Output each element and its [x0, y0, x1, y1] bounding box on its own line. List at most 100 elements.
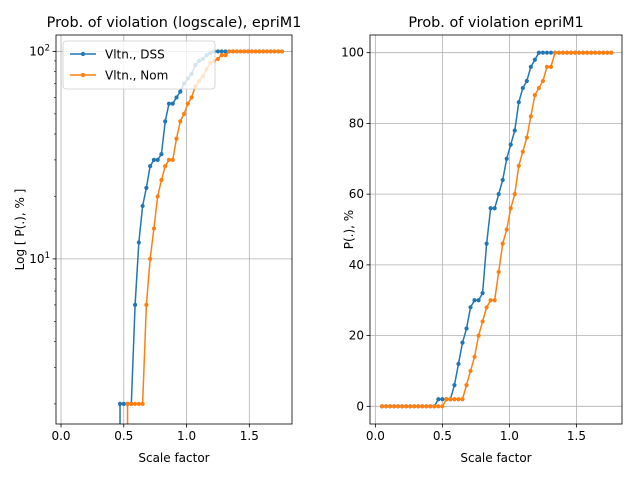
data-point — [540, 78, 546, 84]
data-point — [420, 404, 425, 409]
x-tick-label: 1.0 — [500, 429, 519, 443]
y-tick-label: 101 — [29, 251, 50, 266]
legend-box — [62, 40, 216, 90]
data-point — [585, 50, 590, 55]
data-point — [609, 50, 614, 55]
data-point — [279, 49, 285, 54]
x-tick-label: 1.5 — [567, 429, 586, 443]
y-axis-label: P(.), % — [342, 210, 356, 249]
data-point — [404, 404, 409, 409]
data-point — [492, 206, 497, 211]
data-point — [460, 340, 465, 345]
data-point — [484, 305, 489, 310]
series-nom — [125, 49, 285, 424]
data-point — [227, 49, 232, 54]
legend-entry-label: Vltn., Nom — [105, 69, 168, 83]
data-point — [480, 291, 485, 296]
data-point — [528, 64, 533, 69]
data-point — [178, 119, 183, 124]
data-point — [253, 49, 258, 54]
data-point — [148, 256, 153, 261]
x-tick-label: 0.0 — [366, 429, 385, 443]
data-point — [379, 404, 385, 409]
x-axis-label: Scale factor — [460, 451, 531, 465]
data-point — [488, 206, 493, 211]
series-line — [119, 50, 282, 424]
data-point — [132, 401, 138, 406]
data-point — [516, 100, 521, 105]
data-point — [163, 119, 168, 124]
data-point — [189, 95, 194, 100]
data-point — [496, 269, 501, 275]
data-point — [476, 298, 481, 303]
x-tick-label: 1.0 — [177, 429, 196, 443]
data-point — [219, 49, 224, 54]
data-point — [520, 85, 525, 91]
chart-title: Prob. of violation epriM1 — [408, 15, 583, 31]
data-point — [464, 326, 469, 331]
data-point — [540, 50, 546, 55]
y-tick-label: 0 — [356, 399, 364, 413]
y-tick-label: 100 — [341, 46, 364, 60]
data-point — [500, 177, 505, 183]
data-point — [181, 111, 187, 116]
chart-panel-linear: 0.0 0.5 1.0 1.5 0 20 40 60 80 100 Prob. of violati… — [341, 15, 623, 465]
data-point — [508, 142, 513, 147]
data-point — [136, 401, 141, 406]
data-point — [400, 404, 405, 409]
data-point — [524, 78, 529, 84]
data-point — [163, 164, 168, 169]
data-point — [504, 156, 509, 161]
data-point — [512, 128, 517, 133]
data-point — [159, 177, 164, 183]
legend-entry-label: Vltn., DSS — [105, 48, 165, 62]
data-point — [432, 404, 437, 409]
data-point — [480, 319, 485, 324]
data-point — [185, 101, 190, 106]
data-point — [504, 227, 509, 232]
x-tick-label: 0.5 — [114, 429, 133, 443]
legend: Vltn., DSS Vltn., Nom — [62, 40, 216, 90]
data-point — [238, 49, 243, 54]
data-point — [396, 404, 401, 409]
data-point — [536, 50, 541, 55]
data-point — [532, 57, 537, 62]
y-axis-label: Log [ P(.), % ] — [13, 189, 27, 271]
data-point — [605, 50, 610, 55]
data-point — [151, 157, 157, 162]
data-point — [468, 368, 473, 374]
data-point — [440, 404, 445, 409]
data-point — [536, 85, 541, 91]
data-point — [155, 157, 160, 162]
data-point — [448, 397, 453, 402]
data-point — [601, 50, 606, 55]
data-point — [272, 49, 277, 54]
series-line — [382, 51, 612, 408]
data-point — [383, 404, 389, 409]
data-point — [178, 89, 183, 94]
data-point — [456, 397, 461, 402]
data-point — [129, 401, 134, 406]
x-tick-label: 0.0 — [51, 429, 70, 443]
axes-frame — [55, 34, 293, 425]
data-point — [436, 404, 441, 409]
series-dss — [379, 50, 614, 409]
data-point — [484, 241, 489, 246]
data-point — [436, 397, 441, 402]
data-point — [215, 49, 221, 54]
data-point — [166, 157, 172, 162]
series-line — [382, 51, 612, 408]
data-point — [593, 50, 598, 55]
data-point — [572, 50, 578, 55]
x-tick-label: 0.5 — [433, 429, 452, 443]
data-point — [151, 226, 157, 231]
data-point — [121, 401, 126, 406]
data-point — [268, 49, 273, 54]
data-point — [589, 50, 594, 55]
y-tick-label: 102 — [29, 43, 50, 58]
data-point — [492, 298, 497, 303]
data-point — [524, 135, 529, 140]
y-tick-label: 20 — [349, 329, 364, 343]
data-point — [564, 50, 570, 55]
data-point — [508, 206, 513, 211]
